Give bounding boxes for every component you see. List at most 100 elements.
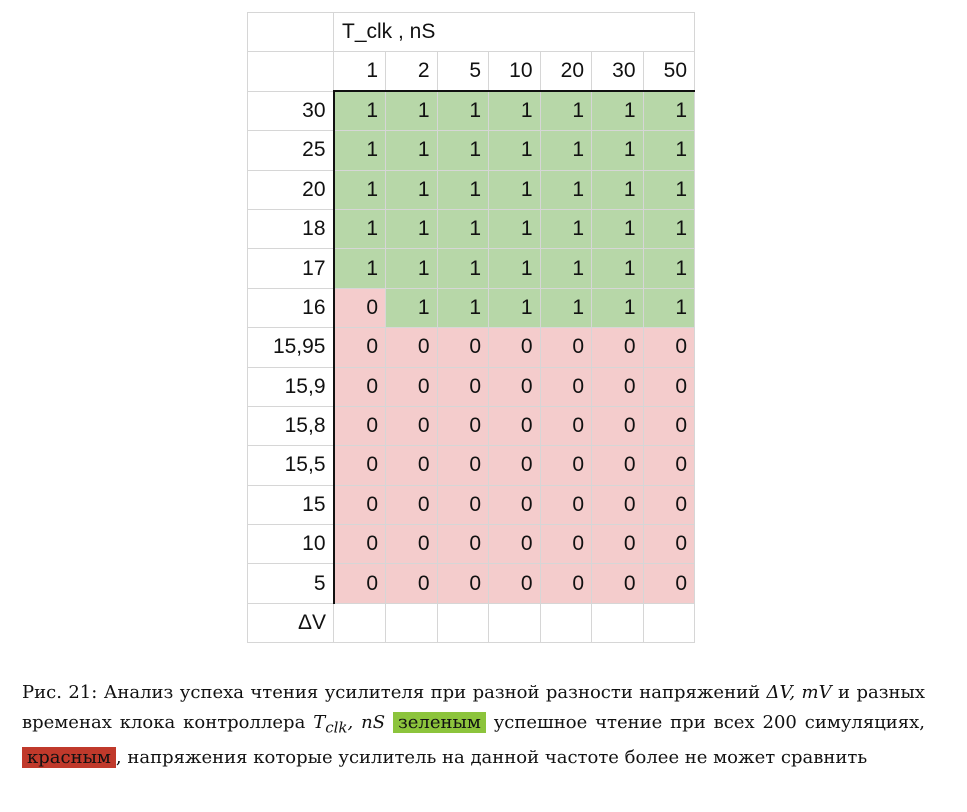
data-cell: 1 bbox=[539, 90, 592, 132]
data-cell: 0 bbox=[539, 484, 592, 526]
data-cell: 0 bbox=[591, 405, 644, 447]
table-row: 15,9 0 0 0 0 0 0 0 bbox=[247, 366, 695, 407]
data-cell: 0 bbox=[642, 484, 695, 526]
data-cell: 0 bbox=[642, 405, 695, 447]
data-cell: 0 bbox=[332, 405, 386, 447]
caption-math-ns: , nS bbox=[347, 711, 386, 733]
data-cell: 0 bbox=[385, 563, 438, 604]
data-cell: 0 bbox=[436, 327, 489, 368]
data-cell: 1 bbox=[385, 90, 438, 132]
column-header: 10 bbox=[488, 51, 541, 92]
caption-text-1: Рис. 21: Анализ успеха чтения усилителя … bbox=[22, 682, 767, 703]
axis-label-delta-v: ΔV bbox=[247, 602, 334, 644]
data-cell: 1 bbox=[591, 287, 644, 329]
data-cell: 1 bbox=[591, 90, 644, 132]
data-cell: 1 bbox=[591, 208, 644, 250]
data-cell: 1 bbox=[385, 208, 438, 250]
data-cell: 0 bbox=[591, 366, 644, 407]
caption-math-delta-v: ΔV, mV bbox=[766, 682, 832, 703]
empty-cell bbox=[385, 602, 438, 644]
red-highlight-word: красным bbox=[22, 746, 116, 768]
data-cell: 1 bbox=[642, 287, 695, 329]
data-cell: 0 bbox=[385, 445, 438, 486]
data-cell: 0 bbox=[539, 445, 592, 486]
row-label: 30 bbox=[247, 90, 334, 132]
data-cell: 0 bbox=[591, 524, 644, 565]
data-cell: 1 bbox=[436, 208, 489, 250]
data-cell: 1 bbox=[642, 130, 695, 171]
footer-row: ΔV bbox=[247, 602, 695, 644]
header-title-row: T_clk , nS bbox=[247, 11, 695, 53]
data-cell: 0 bbox=[591, 327, 644, 368]
data-cell: 0 bbox=[488, 327, 541, 368]
row-label: 20 bbox=[247, 169, 334, 210]
row-label: 15,5 bbox=[247, 445, 334, 486]
row-label: 25 bbox=[247, 130, 334, 171]
data-cell: 1 bbox=[539, 130, 592, 171]
data-cell: 1 bbox=[488, 130, 541, 171]
data-cell: 1 bbox=[539, 248, 592, 289]
data-cell: 0 bbox=[332, 327, 386, 368]
data-cell: 1 bbox=[539, 208, 592, 250]
data-cell: 1 bbox=[436, 90, 489, 132]
data-cell: 0 bbox=[488, 405, 541, 447]
data-cell: 1 bbox=[332, 169, 386, 210]
green-highlight-word: зеленым bbox=[392, 711, 486, 733]
data-cell: 0 bbox=[436, 484, 489, 526]
caption-math-tclk: Tclk, nS bbox=[313, 711, 386, 737]
corner-cell bbox=[247, 51, 334, 92]
data-cell: 0 bbox=[488, 366, 541, 407]
data-cell: 0 bbox=[436, 563, 489, 604]
table-row: 18 1 1 1 1 1 1 1 bbox=[247, 208, 695, 250]
data-cell: 0 bbox=[488, 445, 541, 486]
data-cell: 0 bbox=[539, 327, 592, 368]
data-cell: 1 bbox=[436, 130, 489, 171]
data-cell: 0 bbox=[332, 524, 386, 565]
row-label: 16 bbox=[247, 287, 334, 329]
data-cell: 0 bbox=[332, 287, 386, 329]
empty-cell bbox=[539, 602, 592, 644]
row-label: 18 bbox=[247, 208, 334, 250]
data-cell: 0 bbox=[488, 484, 541, 526]
data-cell: 0 bbox=[539, 563, 592, 604]
row-label: 15,95 bbox=[247, 327, 334, 368]
table-row: 15,5 0 0 0 0 0 0 0 bbox=[247, 445, 695, 486]
row-label: 15 bbox=[247, 484, 334, 526]
data-cell: 1 bbox=[436, 248, 489, 289]
table-row: 15,95 0 0 0 0 0 0 0 bbox=[247, 327, 695, 368]
data-cell: 0 bbox=[436, 405, 489, 447]
data-cell: 0 bbox=[642, 445, 695, 486]
data-cell: 0 bbox=[591, 445, 644, 486]
data-cell: 1 bbox=[642, 208, 695, 250]
column-header: 50 bbox=[642, 51, 695, 92]
data-cell: 1 bbox=[488, 90, 541, 132]
table-row: 17 1 1 1 1 1 1 1 bbox=[247, 248, 695, 289]
caption-text-3: успешное чтение при всех 200 симуляциях, bbox=[485, 711, 925, 733]
data-cell: 0 bbox=[539, 524, 592, 565]
data-cell: 0 bbox=[332, 484, 386, 526]
data-cell: 1 bbox=[642, 169, 695, 210]
caption-math-sub: clk bbox=[325, 718, 348, 737]
data-cell: 1 bbox=[642, 248, 695, 289]
caption-text-2: и разных временах клока контроллера bbox=[22, 682, 925, 733]
corner-cell bbox=[247, 11, 334, 53]
data-cell: 0 bbox=[332, 445, 386, 486]
data-cell: 0 bbox=[591, 563, 644, 604]
results-table: T_clk , nS 1 2 5 10 20 30 50 30 1 1 1 1 1 1 1 25 1 1 1 1 1 1 1 2… bbox=[247, 11, 695, 644]
data-cell: 1 bbox=[488, 248, 541, 289]
data-cell: 1 bbox=[436, 287, 489, 329]
table-row: 25 1 1 1 1 1 1 1 bbox=[247, 130, 695, 171]
data-cell: 1 bbox=[539, 287, 592, 329]
data-cell: 0 bbox=[642, 366, 695, 407]
column-header: 20 bbox=[539, 51, 592, 92]
row-label: 5 bbox=[247, 563, 334, 604]
header-title: T_clk , nS bbox=[333, 11, 695, 53]
data-cell: 1 bbox=[488, 208, 541, 250]
data-cell: 1 bbox=[436, 169, 489, 210]
table-row: 20 1 1 1 1 1 1 1 bbox=[247, 169, 695, 210]
column-header: 2 bbox=[385, 51, 438, 92]
data-cell: 1 bbox=[488, 287, 541, 329]
data-cell: 0 bbox=[385, 366, 438, 407]
table-row: 30 1 1 1 1 1 1 1 bbox=[247, 90, 695, 132]
